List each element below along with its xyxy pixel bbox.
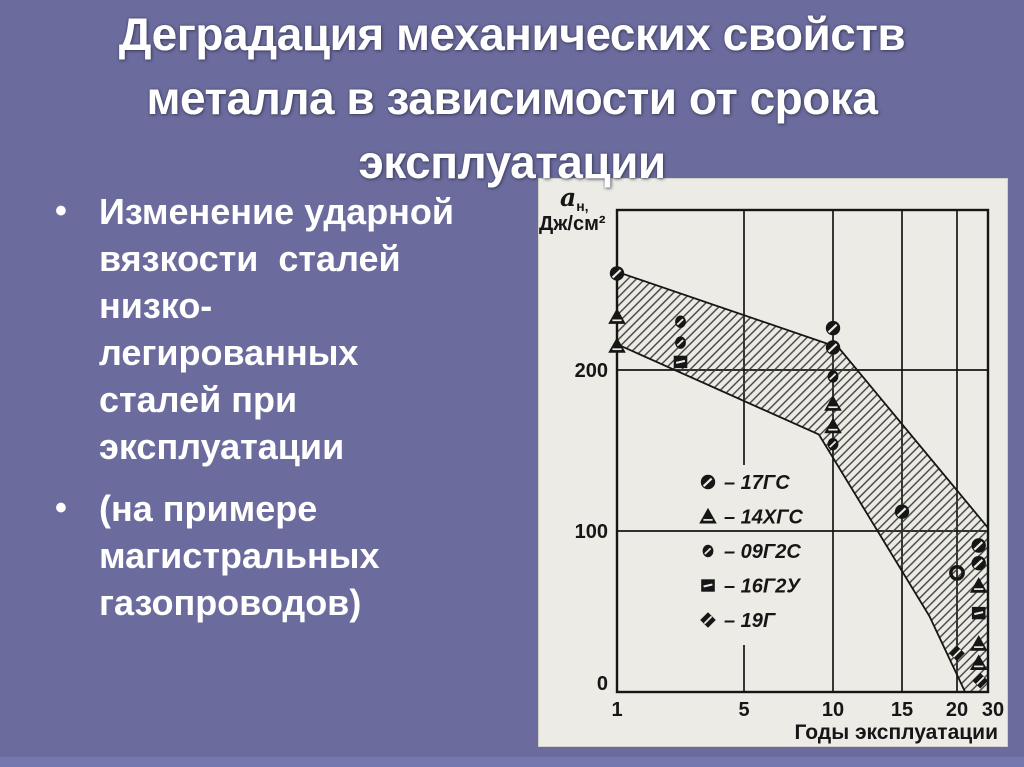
chart-image: – 17ГС – 14ХГС – 09Г2С – 16Г2У – 19Г 1 5 10 15 20… <box>538 178 1008 747</box>
y-axis-label: aн, <box>560 183 589 214</box>
data-point <box>827 370 839 383</box>
x-tick-label: 5 <box>738 699 749 721</box>
legend-item: – 16Г2У <box>701 576 801 598</box>
data-point <box>972 672 989 689</box>
data-point <box>824 395 842 411</box>
data-point <box>825 340 841 355</box>
x-tick-label: 1 <box>611 699 622 721</box>
y-tick-label: 0 <box>597 673 608 695</box>
data-point <box>675 336 686 349</box>
legend-item: – 09Г2С <box>702 541 801 563</box>
marker-circle-large <box>700 474 716 490</box>
data-point <box>969 654 988 670</box>
y-axis-label-units: Дж/см² <box>539 213 606 235</box>
data-point <box>894 504 910 519</box>
data-point <box>673 355 688 369</box>
slide-title: Деградация механических свойств металла … <box>118 8 906 188</box>
series-19Г <box>949 645 989 689</box>
x-tick-label: 15 <box>891 699 913 721</box>
data-point <box>608 337 626 353</box>
bullet-list: • Изменение ударной вязкости сталей низк… <box>55 188 530 626</box>
degradation-band <box>616 270 989 693</box>
x-tick-label: 30 <box>982 699 1004 721</box>
data-point <box>609 266 625 281</box>
legend: – 17ГС – 14ХГС – 09Г2С – 16Г2У – 19Г <box>699 472 804 632</box>
series-16Г2У <box>673 355 986 620</box>
data-point <box>969 635 988 651</box>
legend-item: – 14ХГС <box>699 507 804 529</box>
legend-label: – 16Г2У <box>724 576 801 598</box>
legend-item: – 19Г <box>700 610 777 632</box>
x-axis-label: Годы эксплуатации <box>794 721 998 744</box>
x-tick-label: 20 <box>946 699 968 721</box>
data-point <box>971 606 986 620</box>
list-item: • (на примере магистральных газопроводов… <box>55 485 530 626</box>
legend-label: – 19Г <box>724 610 777 632</box>
series-17ГС <box>609 266 986 581</box>
legend-label: – 14ХГС <box>724 507 804 529</box>
marker-circle-small <box>702 544 714 558</box>
marker-square <box>701 579 715 592</box>
y-tick-label: 100 <box>575 521 608 543</box>
y-tick-label: 200 <box>575 360 608 382</box>
marker-diamond <box>700 612 716 628</box>
data-point <box>949 564 965 581</box>
legend-item: – 17ГС <box>700 472 790 494</box>
legend-label: – 17ГС <box>724 472 790 494</box>
bullet-text: Изменение ударной вязкости сталей низко-… <box>99 191 455 467</box>
legend-label: – 09Г2С <box>724 541 801 563</box>
bullet-marker-icon: • <box>55 192 67 230</box>
data-point <box>824 417 842 434</box>
x-tick-label: 10 <box>822 699 844 721</box>
bullet-text: (на примере магистральных газопроводов) <box>99 488 380 623</box>
data-point <box>971 556 986 571</box>
data-point <box>971 538 986 553</box>
data-point <box>675 315 686 328</box>
marker-triangle <box>699 507 717 524</box>
list-item: • Изменение ударной вязкости сталей низк… <box>55 188 530 470</box>
data-point <box>827 437 839 451</box>
series-14ХГС <box>608 308 988 670</box>
data-points <box>608 266 989 689</box>
data-point <box>969 577 988 593</box>
series-09Г2С <box>675 315 839 451</box>
data-point <box>949 645 965 662</box>
footer-strip <box>0 757 1024 767</box>
data-point <box>608 308 626 324</box>
bullet-marker-icon: • <box>55 489 67 527</box>
data-point <box>825 320 841 336</box>
plot-border <box>615 208 990 694</box>
